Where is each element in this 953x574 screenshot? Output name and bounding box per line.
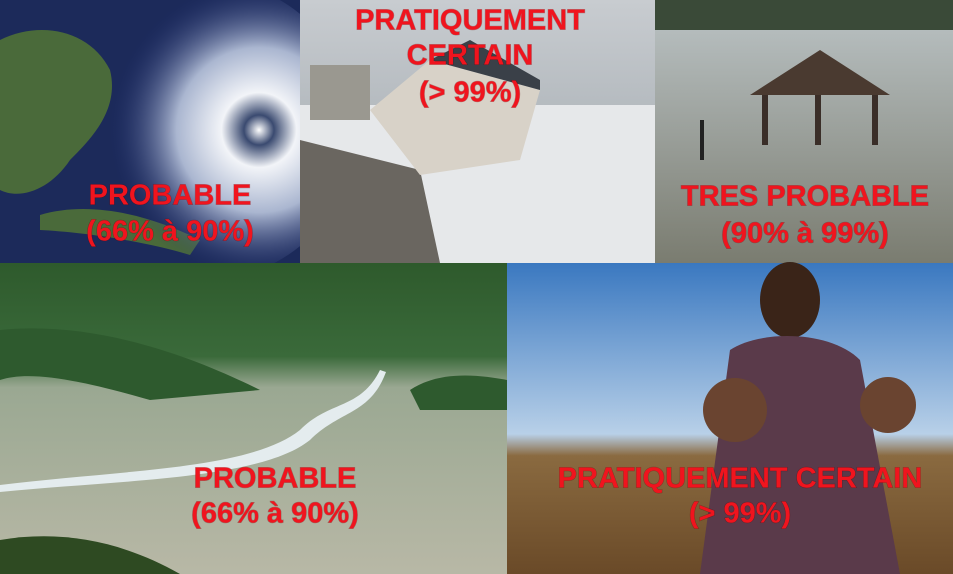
label-line: (66% à 90%) — [191, 498, 359, 530]
drought-river-photo — [0, 263, 507, 574]
probability-label: PROBABLE (66% à 90%) — [86, 179, 255, 248]
label-line: (> 99%) — [689, 498, 791, 530]
label-line: (66% à 90%) — [86, 216, 254, 248]
label-line: TRES PROBABLE — [681, 181, 929, 213]
label-line: (90% à 99%) — [721, 218, 889, 250]
label-line: (> 99%) — [419, 77, 521, 109]
probability-label: TRES PROBABLE (90% à 99%) — [680, 180, 929, 250]
probability-label: PRATIQUEMENT CERTAIN (> 99%) — [355, 4, 586, 109]
label-line: CERTAIN — [407, 40, 534, 72]
hurricane-photo — [0, 0, 300, 263]
collapsed-house-photo — [300, 0, 655, 263]
probability-label: PRATIQUEMENT CERTAIN (> 99%) — [557, 462, 923, 530]
label-line: PROBABLE — [89, 180, 252, 212]
label-line: PRATIQUEMENT CERTAIN — [558, 463, 923, 495]
mother-children-photo — [507, 262, 953, 574]
label-line: PROBABLE — [194, 463, 357, 495]
label-line: PRATIQUEMENT — [355, 5, 585, 37]
flooded-gazebo-photo — [655, 0, 953, 263]
probability-label: PROBABLE (66% à 90%) — [191, 462, 360, 530]
